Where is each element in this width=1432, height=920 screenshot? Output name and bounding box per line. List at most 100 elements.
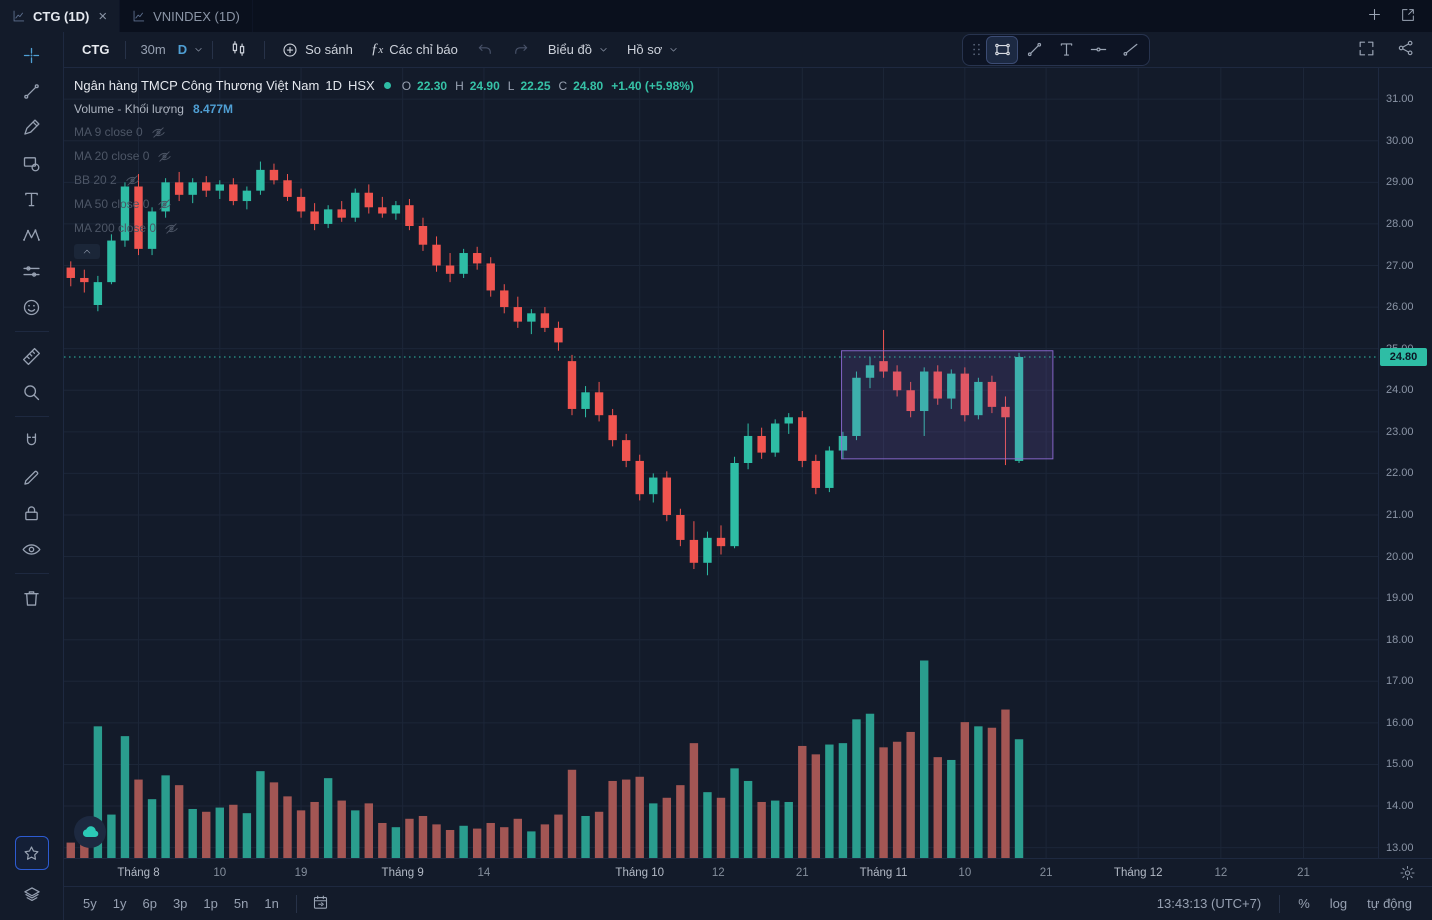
text-tool-button[interactable] [13, 182, 51, 216]
hide-drawings-tool-button[interactable] [13, 532, 51, 566]
symbol-search-button[interactable]: CTG [74, 36, 117, 64]
rectangle-tool-button[interactable] [986, 35, 1018, 64]
chart-tab-vnindex-1d[interactable]: VNINDEX (1D) [120, 0, 253, 32]
brush-tool-button[interactable] [13, 110, 51, 144]
goto-date-button[interactable] [307, 891, 335, 917]
draw-mode-tool-button[interactable] [13, 460, 51, 494]
open-label: O [401, 78, 412, 93]
indicators-button[interactable]: ƒx Các chỉ báo [363, 36, 466, 64]
legend-interval[interactable]: 1D [325, 78, 342, 93]
eye-off-icon[interactable] [125, 173, 140, 188]
chart-settings-button[interactable] [1399, 864, 1416, 881]
price-label: 23.00 [1386, 425, 1414, 438]
toolbar-divider [212, 40, 214, 59]
redo-button[interactable] [504, 36, 538, 64]
range-5n-button[interactable]: 5n [227, 892, 255, 916]
chevron-down-icon[interactable] [193, 44, 204, 55]
indicator-label: MA 9 close 0 [74, 125, 143, 139]
drawing-sidebar [0, 32, 64, 920]
toolbar-divider [264, 40, 266, 59]
shapes-tool-button[interactable] [13, 146, 51, 180]
close-tab-button[interactable]: × [98, 7, 108, 25]
share-button[interactable] [1392, 37, 1420, 63]
drag-handle-button[interactable] [967, 37, 985, 63]
add-chart-tab-button[interactable] [1360, 3, 1388, 29]
zoom-tool-button[interactable] [13, 375, 51, 409]
price-scale[interactable]: 31.0030.0029.0028.0027.0026.0025.0024.00… [1378, 68, 1432, 858]
range-6p-button[interactable]: 6p [135, 892, 163, 916]
percent-scale-button[interactable]: % [1290, 896, 1318, 911]
rect-icon [993, 40, 1012, 59]
delete-tool-button[interactable] [13, 581, 51, 615]
clock-button[interactable]: 13:43:13 (UTC+7) [1149, 896, 1269, 911]
range-3p-button[interactable]: 3p [166, 892, 194, 916]
position-tool-button[interactable] [13, 254, 51, 288]
chart-style-button[interactable] [221, 36, 256, 64]
emoji-tool-button[interactable] [13, 290, 51, 324]
chart-area[interactable]: 31.0030.0029.0028.0027.0026.0025.0024.00… [64, 68, 1432, 858]
statusbar-divider [1279, 894, 1281, 913]
main-content: CTG 30m D So sánh ƒx Các chỉ báo Biểu đồ H… [64, 32, 1432, 920]
interval-30m-button[interactable]: 30m [134, 36, 171, 64]
grip-icon [967, 40, 986, 59]
selection-rectangle[interactable] [841, 350, 1054, 460]
legend-collapse-button[interactable] [74, 244, 100, 259]
symbol-full-name[interactable]: Ngân hàng TMCP Công Thương Việt Nam [74, 78, 320, 93]
pattern-tool-button[interactable] [13, 218, 51, 252]
magnet-tool-button[interactable] [13, 424, 51, 458]
text-icon [1057, 40, 1076, 59]
range-1p-button[interactable]: 1p [196, 892, 224, 916]
range-1y-button[interactable]: 1y [106, 892, 134, 916]
high-value: 24.90 [469, 78, 500, 93]
trend-line-tool-button[interactable] [1019, 37, 1049, 63]
eye-off-icon[interactable] [157, 197, 172, 212]
legend-exchange[interactable]: HSX [347, 78, 375, 93]
time-axis[interactable]: Tháng 8 10 19 Tháng 9 14 Tháng 10 12 21 Tháng 11… [64, 858, 1432, 886]
expand-window-button[interactable] [1394, 3, 1422, 29]
interval-d-button[interactable]: D [172, 36, 193, 64]
calendar-icon [312, 894, 329, 914]
profile-menu-button[interactable]: Hồ sơ [619, 36, 687, 64]
lock-icon [21, 503, 42, 524]
cloud-logo-icon [80, 822, 100, 842]
magnet-icon [21, 431, 42, 452]
text-icon [21, 189, 42, 210]
eye-off-icon[interactable] [164, 221, 179, 236]
range-1n-button[interactable]: 1n [257, 892, 285, 916]
log-scale-button[interactable]: log [1322, 896, 1355, 911]
object-tree-button[interactable] [13, 878, 51, 912]
fullscreen-button[interactable] [1352, 37, 1380, 63]
ray-tool-button[interactable] [1115, 37, 1145, 63]
chart-layout-menu-button[interactable]: Biểu đồ [540, 36, 617, 64]
chart-tab-ctg-1d[interactable]: CTG (1D) × [0, 0, 121, 32]
ruler-tool-button[interactable] [13, 339, 51, 373]
chart-icon [12, 9, 26, 23]
favorites-button[interactable] [14, 836, 49, 870]
tab-label: VNINDEX (1D) [153, 8, 240, 24]
text-tool-button[interactable] [1051, 37, 1081, 63]
compare-button[interactable]: So sánh [273, 36, 361, 64]
indicators-label: Các chỉ báo [389, 42, 458, 57]
auto-scale-button[interactable]: tự động [1359, 896, 1420, 911]
time-label: 19 [294, 866, 308, 879]
time-label: 12 [1214, 866, 1228, 879]
eye-off-icon[interactable] [151, 125, 166, 140]
popout-icon [1400, 7, 1416, 26]
crosshair-tool-button[interactable] [13, 38, 51, 72]
time-label: 21 [795, 866, 809, 879]
eye-off-icon[interactable] [157, 149, 172, 164]
share-icon [1397, 39, 1415, 60]
candlestick-chart[interactable] [64, 68, 1378, 858]
undo-button[interactable] [468, 36, 502, 64]
lock-tool-button[interactable] [13, 496, 51, 530]
trend-line-tool-button[interactable] [13, 74, 51, 108]
price-label: 19.00 [1386, 592, 1414, 605]
drawing-toolbar [962, 33, 1150, 66]
time-label: 21 [1039, 866, 1053, 879]
open-value: 22.30 [417, 78, 448, 93]
horizontal-line-tool-button[interactable] [1083, 37, 1113, 63]
broker-logo-button[interactable] [74, 816, 106, 848]
indicator-label: BB 20 2 [74, 173, 117, 187]
volume-value: 8.477M [192, 101, 233, 116]
range-5y-button[interactable]: 5y [76, 892, 104, 916]
